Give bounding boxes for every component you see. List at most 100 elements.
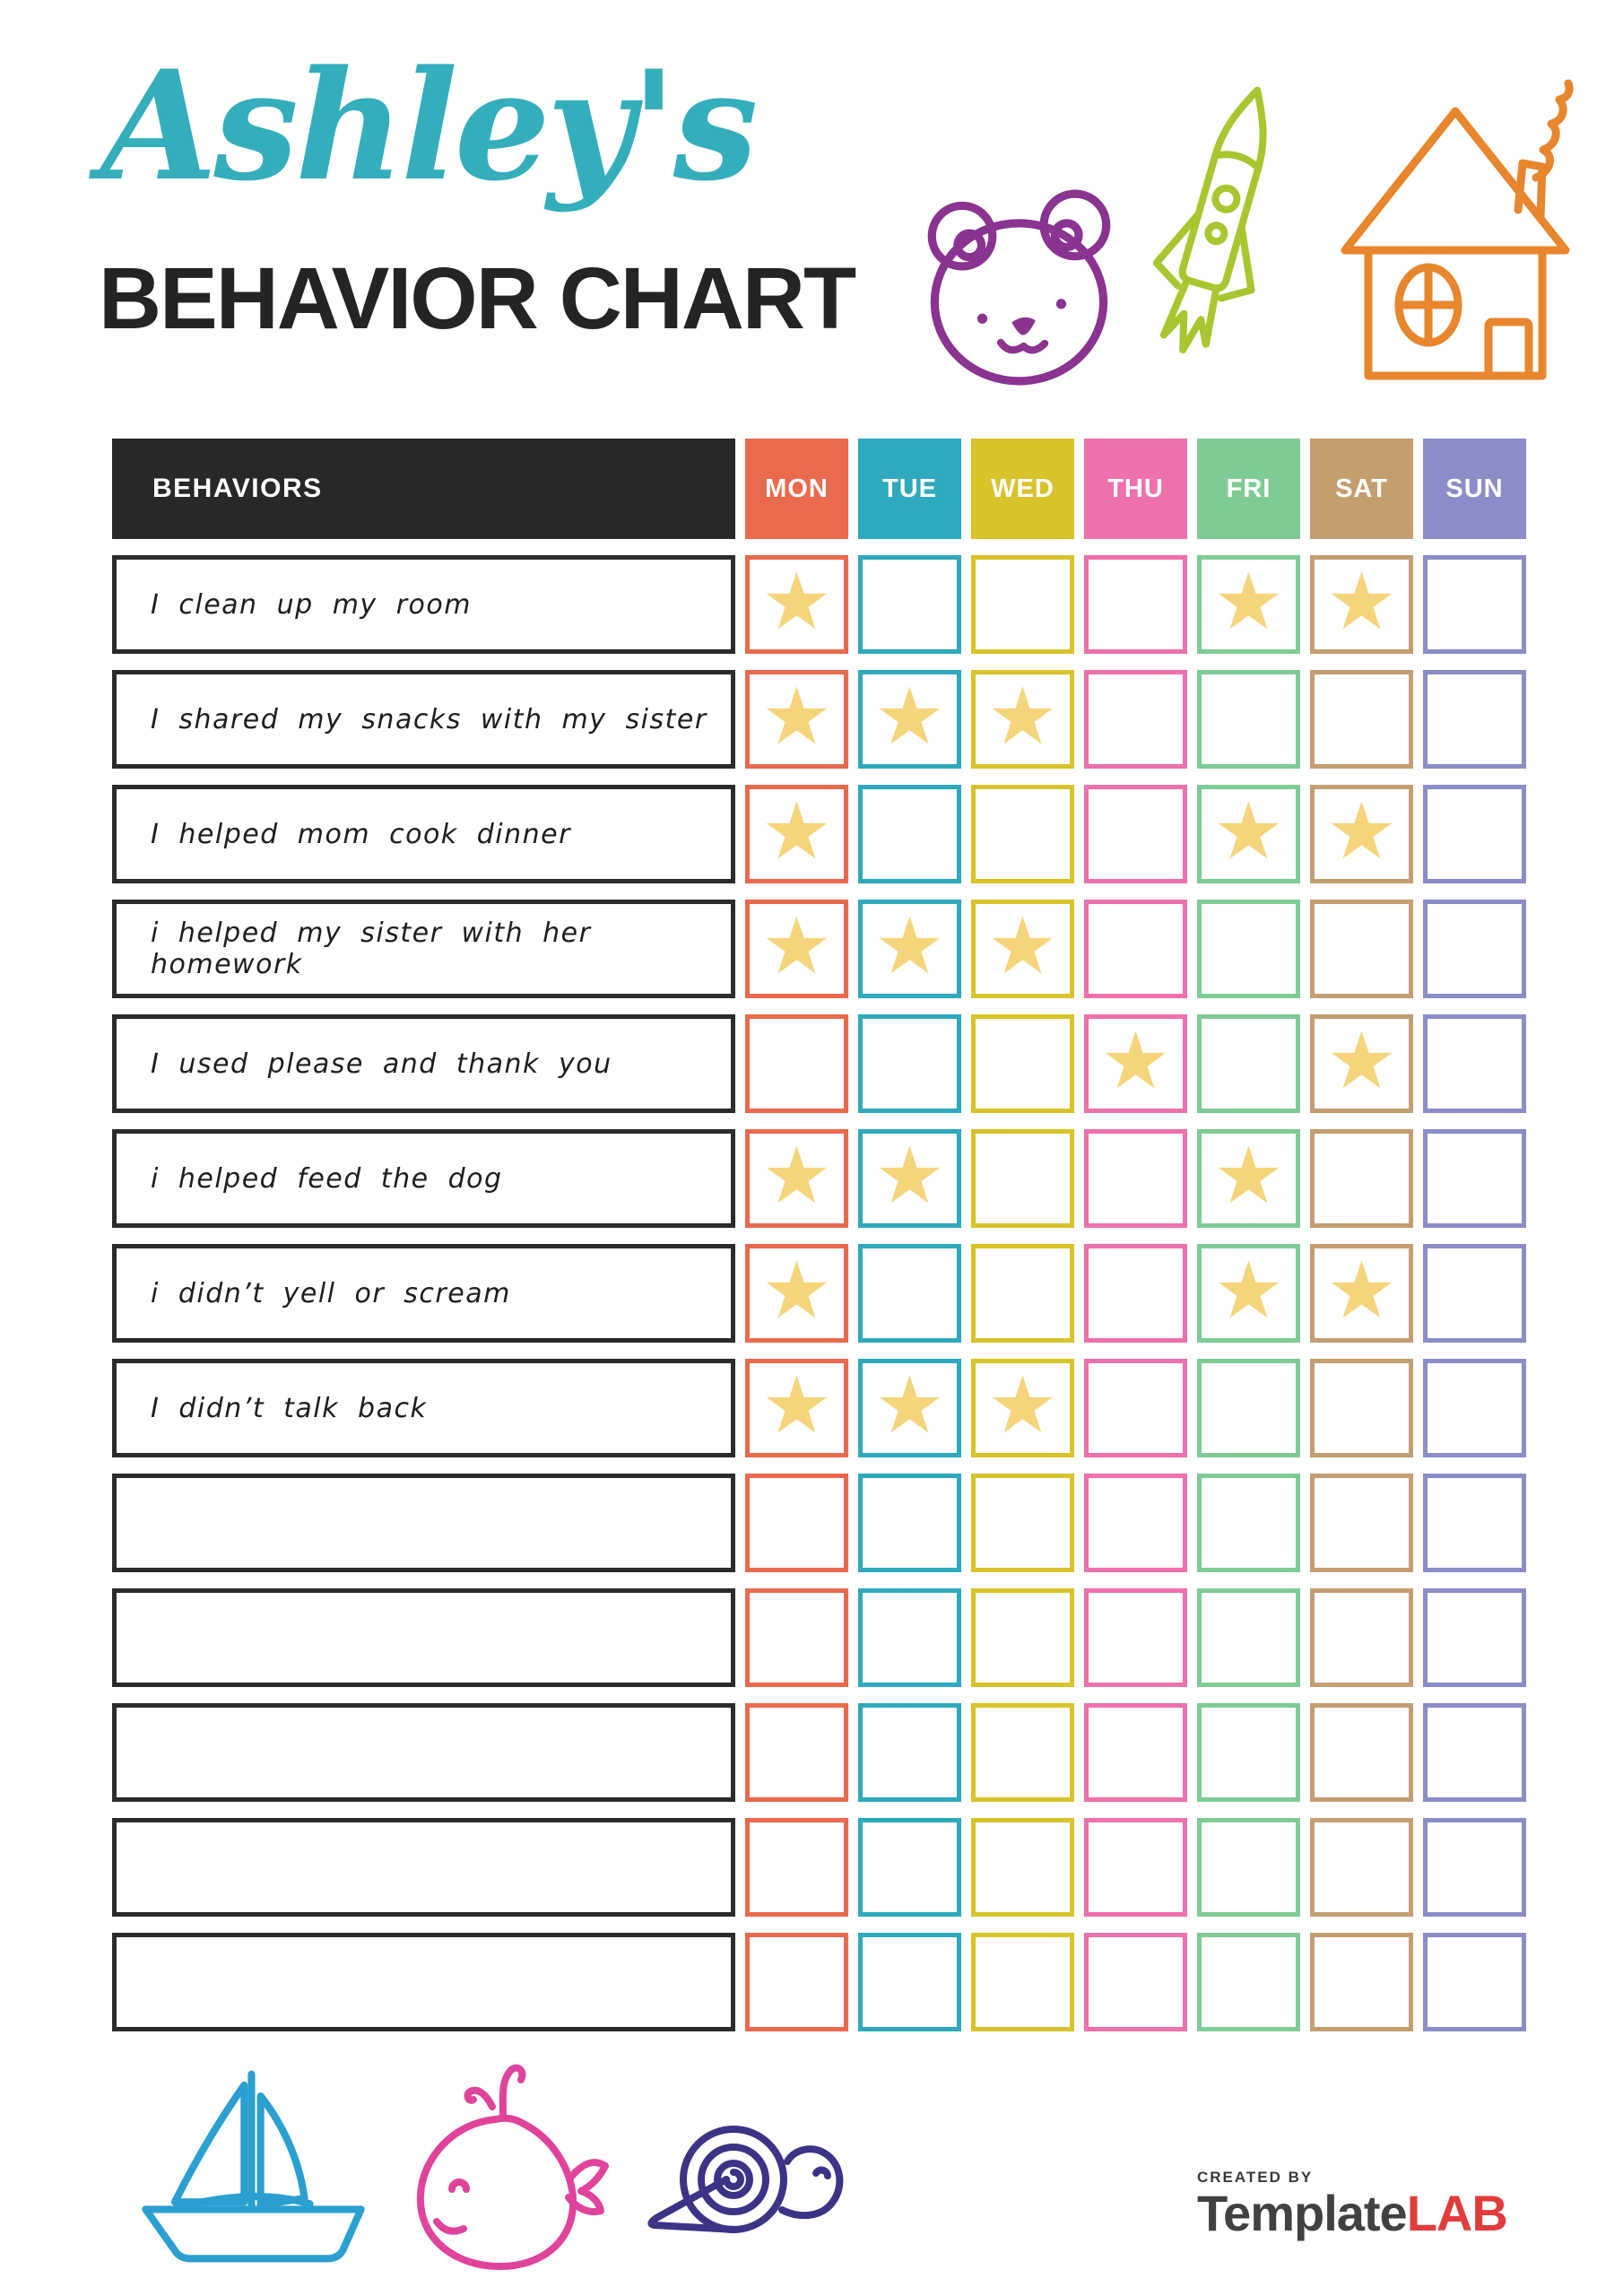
- day-cell-sun[interactable]: [1423, 1703, 1526, 1802]
- day-cell-fri[interactable]: [1197, 1933, 1300, 2031]
- day-cell-fri[interactable]: [1197, 1588, 1300, 1687]
- day-cell-wed[interactable]: ★: [971, 670, 1074, 769]
- day-cell-sat[interactable]: [1310, 1703, 1413, 1802]
- day-cell-mon[interactable]: [745, 1474, 848, 1572]
- day-cell-thu[interactable]: [1084, 785, 1187, 883]
- day-cell-wed[interactable]: ★: [971, 1359, 1074, 1457]
- star-icon: ★: [1100, 1016, 1171, 1105]
- star-icon: ★: [761, 1361, 832, 1449]
- day-cell-sun[interactable]: [1423, 1359, 1526, 1457]
- day-cell-thu[interactable]: [1084, 1703, 1187, 1802]
- day-cell-fri[interactable]: [1197, 1703, 1300, 1802]
- day-cell-mon[interactable]: [745, 1014, 848, 1113]
- day-cell-tue[interactable]: [858, 1244, 961, 1343]
- day-cell-tue[interactable]: [858, 1014, 961, 1113]
- day-cell-sun[interactable]: [1423, 785, 1526, 883]
- day-cell-sun[interactable]: [1423, 1014, 1526, 1113]
- day-cell-mon[interactable]: [745, 1933, 848, 2031]
- day-cell-tue[interactable]: ★: [858, 1359, 961, 1457]
- star-icon: ★: [987, 901, 1058, 990]
- day-cell-tue[interactable]: [858, 1588, 961, 1687]
- day-cell-mon[interactable]: ★: [745, 900, 848, 998]
- day-cell-wed[interactable]: [971, 555, 1074, 654]
- day-cell-sun[interactable]: [1423, 1129, 1526, 1228]
- day-cell-thu[interactable]: ★: [1084, 1014, 1187, 1113]
- day-cell-sun[interactable]: [1423, 1933, 1526, 2031]
- day-cell-fri[interactable]: [1197, 1014, 1300, 1113]
- day-cell-mon[interactable]: ★: [745, 1359, 848, 1457]
- day-cell-fri[interactable]: ★: [1197, 555, 1300, 654]
- day-cell-sat[interactable]: [1310, 1818, 1413, 1917]
- day-cell-wed[interactable]: [971, 1014, 1074, 1113]
- day-cell-sun[interactable]: [1423, 1244, 1526, 1343]
- day-cell-sat[interactable]: ★: [1310, 555, 1413, 654]
- day-cell-tue[interactable]: [858, 1818, 961, 1917]
- day-cell-thu[interactable]: [1084, 900, 1187, 998]
- day-cell-fri[interactable]: ★: [1197, 785, 1300, 883]
- day-cell-fri[interactable]: ★: [1197, 1244, 1300, 1343]
- day-cell-thu[interactable]: [1084, 1129, 1187, 1228]
- day-cell-wed[interactable]: [971, 1703, 1074, 1802]
- day-cell-tue[interactable]: [858, 1474, 961, 1572]
- day-cell-sat[interactable]: [1310, 900, 1413, 998]
- day-cell-sat[interactable]: ★: [1310, 1014, 1413, 1113]
- day-cell-mon[interactable]: [745, 1818, 848, 1917]
- day-cell-fri[interactable]: [1197, 1818, 1300, 1917]
- star-icon: ★: [1213, 1131, 1284, 1220]
- day-cell-tue[interactable]: [858, 1933, 961, 2031]
- day-cell-wed[interactable]: [971, 1818, 1074, 1917]
- house-doodle: [1333, 74, 1577, 392]
- day-cell-thu[interactable]: [1084, 670, 1187, 769]
- day-cell-sat[interactable]: [1310, 1474, 1413, 1572]
- day-cell-sun[interactable]: [1423, 670, 1526, 769]
- day-cell-tue[interactable]: [858, 785, 961, 883]
- day-cell-tue[interactable]: ★: [858, 1129, 961, 1228]
- day-cell-wed[interactable]: [971, 1588, 1074, 1687]
- day-cell-thu[interactable]: [1084, 555, 1187, 654]
- day-cell-sat[interactable]: [1310, 1359, 1413, 1457]
- day-cell-sun[interactable]: [1423, 1474, 1526, 1572]
- day-cell-sat[interactable]: [1310, 1588, 1413, 1687]
- day-cell-tue[interactable]: [858, 1703, 961, 1802]
- day-cell-thu[interactable]: [1084, 1588, 1187, 1687]
- day-cell-thu[interactable]: [1084, 1474, 1187, 1572]
- day-cell-wed[interactable]: [971, 1474, 1074, 1572]
- day-cell-mon[interactable]: [745, 1703, 848, 1802]
- day-cell-wed[interactable]: ★: [971, 900, 1074, 998]
- day-cell-fri[interactable]: [1197, 1359, 1300, 1457]
- day-cell-sun[interactable]: [1423, 555, 1526, 654]
- day-cell-sun[interactable]: [1423, 1818, 1526, 1917]
- day-cell-sat[interactable]: ★: [1310, 1244, 1413, 1343]
- day-cell-fri[interactable]: [1197, 1474, 1300, 1572]
- day-cell-fri[interactable]: [1197, 670, 1300, 769]
- day-cell-wed[interactable]: [971, 1933, 1074, 2031]
- day-cell-thu[interactable]: [1084, 1359, 1187, 1457]
- day-cell-sat[interactable]: [1310, 1129, 1413, 1228]
- day-cell-sat[interactable]: ★: [1310, 785, 1413, 883]
- created-by-label: CREATED BY: [1197, 2169, 1314, 2186]
- day-cell-mon[interactable]: [745, 1588, 848, 1687]
- behavior-row-label: i helped feed the dog: [112, 1129, 735, 1228]
- day-cell-tue[interactable]: [858, 555, 961, 654]
- day-cell-mon[interactable]: ★: [745, 555, 848, 654]
- day-cell-fri[interactable]: [1197, 900, 1300, 998]
- day-cell-wed[interactable]: [971, 1129, 1074, 1228]
- day-cell-thu[interactable]: [1084, 1818, 1187, 1917]
- day-cell-mon[interactable]: ★: [745, 670, 848, 769]
- behavior-row-label: I clean up my room: [112, 555, 735, 654]
- day-cell-mon[interactable]: ★: [745, 1129, 848, 1228]
- brand-second: LAB: [1406, 2185, 1508, 2241]
- day-cell-mon[interactable]: ★: [745, 785, 848, 883]
- day-cell-wed[interactable]: [971, 785, 1074, 883]
- day-cell-fri[interactable]: ★: [1197, 1129, 1300, 1228]
- day-cell-sat[interactable]: [1310, 670, 1413, 769]
- day-cell-thu[interactable]: [1084, 1244, 1187, 1343]
- day-cell-wed[interactable]: [971, 1244, 1074, 1343]
- day-cell-thu[interactable]: [1084, 1933, 1187, 2031]
- day-cell-tue[interactable]: ★: [858, 670, 961, 769]
- day-cell-mon[interactable]: ★: [745, 1244, 848, 1343]
- day-cell-sun[interactable]: [1423, 900, 1526, 998]
- day-cell-tue[interactable]: ★: [858, 900, 961, 998]
- day-cell-sun[interactable]: [1423, 1588, 1526, 1687]
- day-cell-sat[interactable]: [1310, 1933, 1413, 2031]
